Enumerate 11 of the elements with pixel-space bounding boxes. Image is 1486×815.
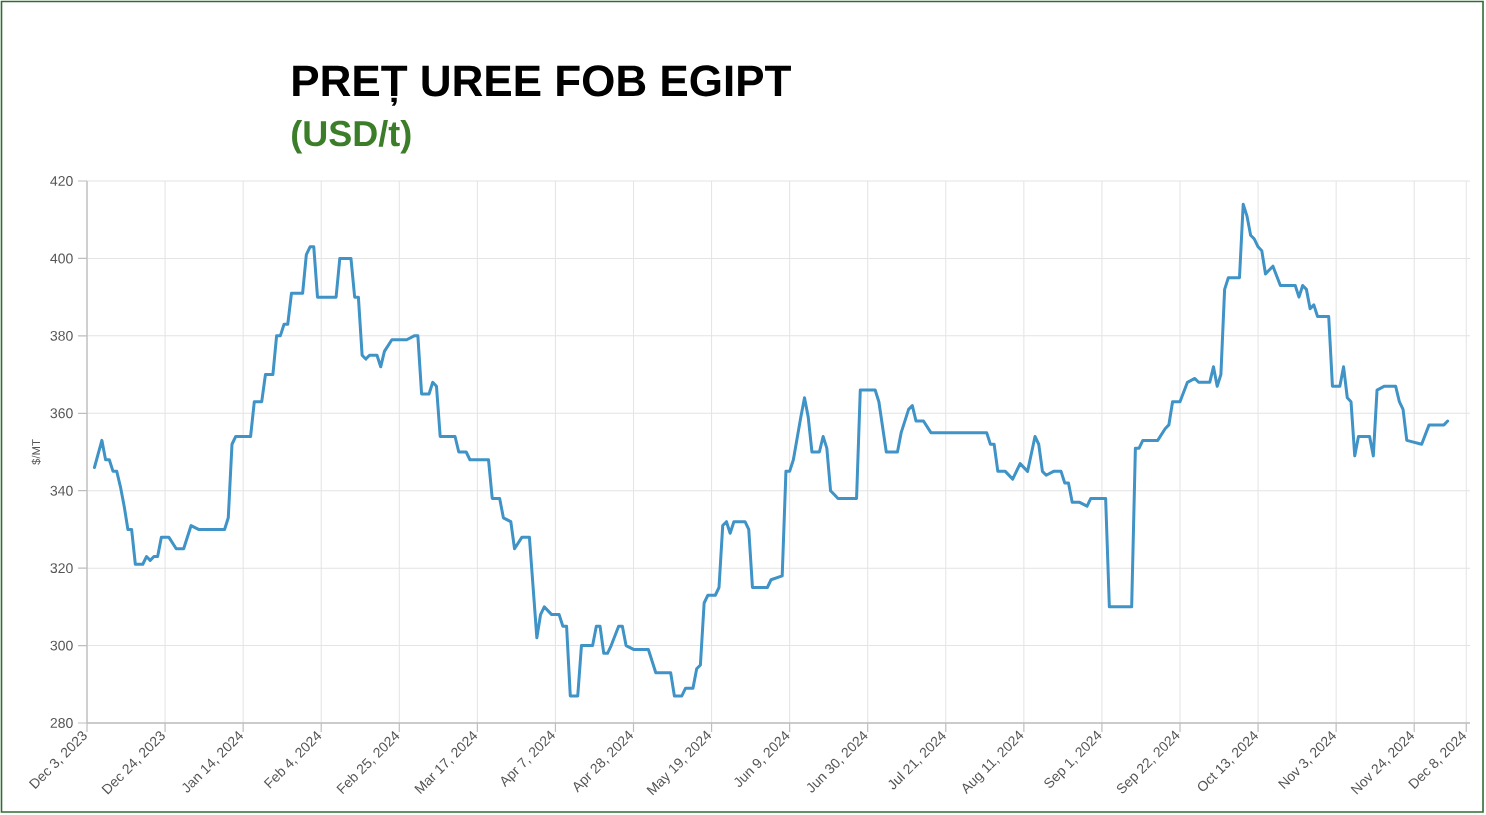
y-tick-label: 380	[50, 330, 73, 341]
y-tick-label: 420	[50, 176, 73, 186]
chart-subtitle: (USD/t)	[292, 119, 411, 154]
y-tick-label: 400	[50, 253, 73, 264]
y-tick-label: 320	[50, 563, 73, 574]
y-tick-label: 300	[50, 640, 73, 651]
y-tick-label: 360	[50, 408, 73, 419]
y-tick-label: 280	[50, 718, 73, 728]
chart-title: PREȚ UREE FOB EGIPT	[293, 65, 791, 106]
y-tick-label: 340	[50, 485, 73, 496]
y-axis-title: $/MT	[31, 439, 41, 465]
